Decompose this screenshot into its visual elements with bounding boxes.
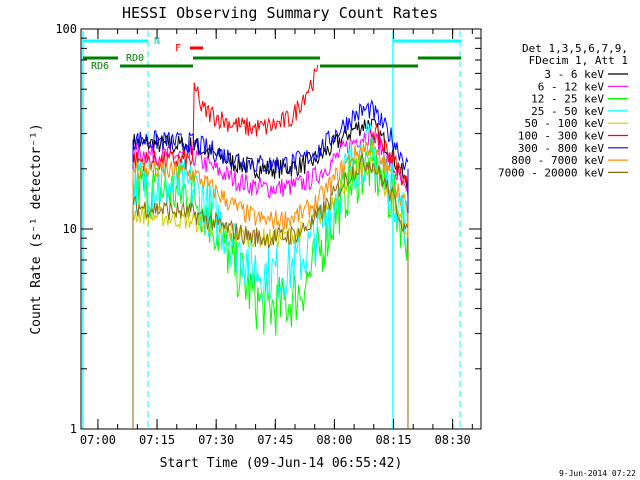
axes-layer: 1 10 100 07:00 07:15 07:30 07:45 08:00 08:15 08:3… [55,22,481,447]
legend-header: FDecim 1, Att 1 [529,54,628,67]
legend-entry: 800 - 7000 keV [511,154,604,167]
series-line-7000-20000keV [132,153,409,249]
y-tick-label: 10 [63,222,77,236]
y-tick-label: 1 [70,422,77,436]
series-line-12-25keV [132,136,409,336]
legend-entry: 7000 - 20000 keV [498,166,604,179]
legend-entry: 12 - 25 keV [531,93,604,106]
series-line-6-12keV [132,125,409,199]
legend-entry: 300 - 800 keV [518,142,604,155]
legend-entry: 3 - 6 keV [544,68,604,81]
attenuator-markers [82,31,461,429]
series-line-50-100keV [132,157,409,249]
series-line-300-800keV [132,98,409,175]
legend-entry: 50 - 100 keV [525,117,605,130]
x-tick-label: 07:30 [198,433,234,447]
legend-entry: 100 - 300 keV [518,130,604,143]
x-tick-label: 08:15 [375,433,411,447]
legend: Det 1,3,5,6,7,9,FDecim 1, Att 13 - 6 keV… [498,42,628,179]
x-tick-label: 07:00 [80,433,116,447]
plot-frame [80,28,482,430]
series-line-100-300keV [132,64,319,171]
annotation-layer: N F RD0 RD6 [83,36,461,72]
series-line-100-300keV [370,124,409,196]
chart-title: HESSI Observing Summary Count Rates [122,4,438,22]
x-tick-label: 08:30 [435,433,471,447]
flare-label: F [175,43,181,54]
x-tick-label: 08:00 [316,433,352,447]
x-tick-label: 07:45 [257,433,293,447]
night-label: N [154,36,160,47]
x-axis-label: Start Time (09-Jun-14 06:55:42) [160,456,403,471]
y-tick-label: 100 [55,22,77,36]
rd6-label: RD6 [91,61,109,72]
series-layer [132,64,409,429]
rd0-label: RD0 [126,53,144,64]
legend-header: Det 1,3,5,6,7,9, [522,42,628,55]
date-stamp: 9-Jun-2014 07:22 [559,469,636,478]
y-axis-label: Count Rate (s⁻¹ detector⁻¹) [29,123,44,334]
legend-entry: 25 - 50 keV [531,105,604,118]
x-tick-label: 07:15 [139,433,175,447]
legend-entry: 6 - 12 keV [538,80,605,93]
